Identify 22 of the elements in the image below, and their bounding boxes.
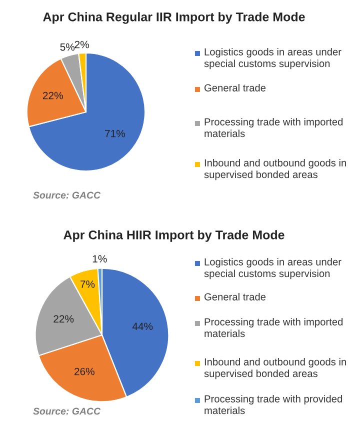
legend-label: Processing trade with imported materials <box>204 318 343 338</box>
chart-title: Apr China HIIR Import by Trade Mode <box>64 230 284 242</box>
legend-label: Inbound and outbound goods in supervised bonded areas <box>204 358 346 380</box>
data-label: 2% <box>74 40 89 48</box>
legend-label: General trade <box>204 293 266 300</box>
data-label: 5% <box>60 43 75 51</box>
legend-label: Inbound and outbound goods in supervised bonded areas <box>204 159 346 180</box>
data-label: 22% <box>42 92 63 100</box>
source-note: Source: GACC <box>33 408 101 415</box>
data-label: 26% <box>74 368 94 376</box>
chart-title: Apr China Regular IIR Import by Trade Mode <box>43 12 305 24</box>
data-label: 44% <box>132 322 153 330</box>
slice-label: Logistics goods in areas under special customs supervision <box>204 258 342 280</box>
data-label: 22% <box>54 315 74 323</box>
data-label: 7% <box>80 280 95 288</box>
data-label: 1% <box>92 255 107 262</box>
legend-label: Processing trade with imported materials <box>204 118 343 138</box>
legend-label: Logistics goods in areas under special customs supervision <box>204 48 342 70</box>
legend-label: General trade <box>204 84 266 92</box>
source-note: Source: GACC <box>33 192 101 199</box>
data-label: 71% <box>105 130 125 138</box>
legend-label: Processing trade with provided materials <box>204 395 342 414</box>
